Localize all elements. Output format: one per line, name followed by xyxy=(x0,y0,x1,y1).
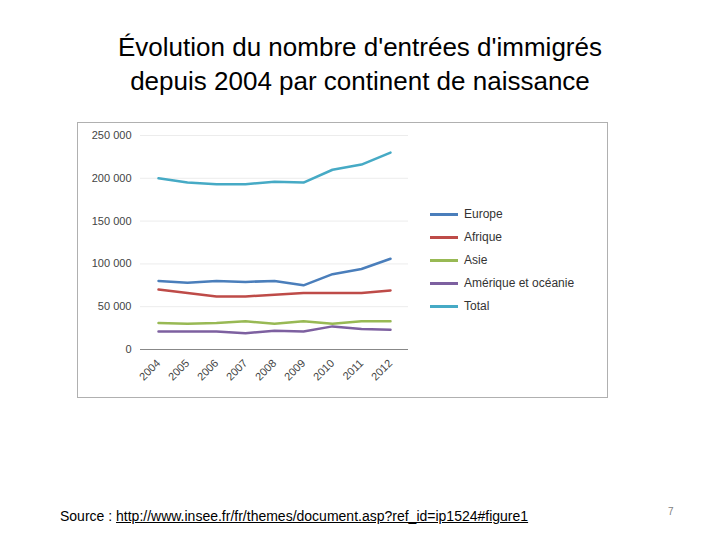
html-text:Total: Total xyxy=(464,299,490,313)
svg-text:2011: 2011 xyxy=(340,357,365,382)
svg-text:2010: 2010 xyxy=(311,357,337,383)
html-text:Source : http://www.insee.fr/f: Source : http://www.insee.fr/fr/themes/d… xyxy=(60,508,529,524)
svg-text:250 000: 250 000 xyxy=(92,129,132,141)
svg-text:2008: 2008 xyxy=(253,357,279,383)
html-text:7: 7 xyxy=(668,506,674,517)
svg-text:0: 0 xyxy=(125,343,131,355)
svg-text:200 000: 200 000 xyxy=(92,172,132,184)
svg-text:50 000: 50 000 xyxy=(98,300,132,312)
html-text:Europe: Europe xyxy=(464,207,503,221)
svg-text:150 000: 150 000 xyxy=(92,215,132,227)
svg-text:2004: 2004 xyxy=(137,357,163,383)
html-text:Amérique et océanie: Amérique et océanie xyxy=(464,276,575,290)
html-text:Asie: Asie xyxy=(464,253,488,267)
html-text:Évolution du nombre d'entrées: Évolution du nombre d'entrées d'immigrés… xyxy=(118,32,602,96)
svg-text:2005: 2005 xyxy=(166,357,192,383)
svg-text:2006: 2006 xyxy=(195,357,221,383)
svg-text:2012: 2012 xyxy=(369,357,395,383)
svg-text:100 000: 100 000 xyxy=(92,257,132,269)
svg-text:2007: 2007 xyxy=(224,357,250,383)
svg-text:2009: 2009 xyxy=(282,357,308,383)
html-text:Afrique: Afrique xyxy=(464,230,502,244)
